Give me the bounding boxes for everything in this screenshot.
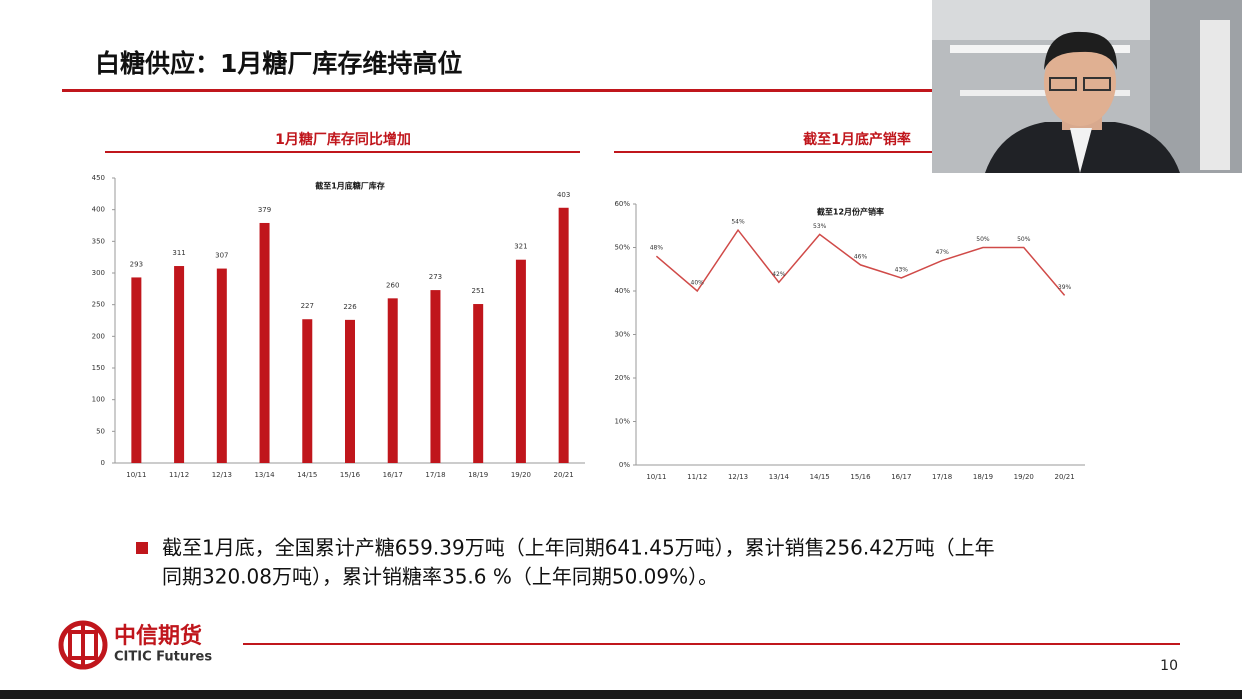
value-label: 293 [130,260,143,268]
bar [430,290,441,463]
x-tick-label: 12/13 [212,471,232,479]
x-tick-label: 10/11 [646,473,666,481]
screen-edge [0,690,1242,699]
line [655,228,1066,296]
value-label: 273 [429,273,442,281]
bar [216,268,227,463]
x-tick-label: 19/20 [511,471,531,479]
value-label: 251 [471,287,484,295]
bar [558,207,569,463]
bar [473,304,484,463]
value-label: 53% [813,223,827,230]
x-tick-label: 15/16 [850,473,871,481]
y-tick-label: 0 [101,459,105,467]
header-rule [105,151,580,153]
x-tick-label: 15/16 [340,471,361,479]
y-tick-label: 200 [92,332,105,340]
bar [259,222,270,463]
y-tick-label: 450 [92,174,105,182]
y-tick-label: 0% [619,461,630,469]
y-tick-label: 350 [92,237,105,245]
x-tick-label: 13/14 [769,473,790,481]
webcam-video [932,0,1242,173]
bar [174,266,185,463]
y-tick-label: 150 [92,364,105,372]
chart-header: 截至1月底产销率 [803,131,911,148]
chart-title: 截至12月份产销率 [817,207,884,217]
y-tick-label: 50 [96,427,105,435]
value-label: 260 [386,281,399,289]
bar [302,319,313,463]
value-label: 43% [895,266,909,273]
y-tick-label: 30% [614,331,630,339]
x-tick-label: 17/18 [425,471,445,479]
value-label: 40% [691,280,705,287]
value-label: 54% [731,219,745,226]
value-label: 42% [772,271,786,278]
x-tick-label: 16/17 [891,473,911,481]
x-tick-label: 19/20 [1014,473,1034,481]
value-label: 39% [1058,284,1072,291]
chart-title: 截至1月底糖厂库存 [315,181,385,191]
value-label: 403 [557,191,570,199]
x-tick-label: 14/15 [810,473,830,481]
y-tick-label: 60% [614,200,630,208]
value-label: 321 [514,243,527,251]
logo-subtext: CITIC Futures [114,650,212,665]
value-label: 227 [301,302,314,310]
bar [515,259,526,463]
y-tick-label: 100 [92,396,105,404]
x-tick-label: 18/19 [468,471,488,479]
value-label: 379 [258,206,271,214]
slide-title: 白糖供应：1月糖厂库存维持高位 [95,49,462,78]
bullet-marker [136,542,148,554]
y-tick-label: 40% [614,287,630,295]
value-label: 226 [343,303,357,311]
bar [387,298,398,463]
x-tick-label: 13/14 [254,471,275,479]
y-tick-label: 400 [92,206,105,214]
y-tick-label: 300 [92,269,105,277]
y-tick-label: 50% [614,244,630,252]
x-tick-label: 18/19 [973,473,993,481]
value-label: 47% [935,249,949,256]
bar [345,319,355,463]
value-label: 307 [215,252,228,260]
x-tick-label: 12/13 [728,473,748,481]
x-tick-label: 16/17 [383,471,403,479]
bullet-text: 截至1月底，全国累计产糖659.39万吨（上年同期641.45万吨），累计销售2… [162,536,995,560]
bullet-text: 同期320.08万吨），累计销糖率35.6 %（上年同期50.09%）。 [162,565,718,589]
x-tick-label: 20/21 [1054,473,1074,481]
value-label: 48% [650,245,664,252]
logo-text: 中信期货 [114,623,202,649]
title-rule [62,89,932,92]
x-tick-label: 11/12 [169,471,189,479]
footer-rule [243,643,1180,645]
value-label: 46% [854,253,868,260]
x-tick-label: 10/11 [126,471,146,479]
x-tick-label: 17/18 [932,473,952,481]
x-tick-label: 11/12 [687,473,707,481]
bar [131,277,142,463]
x-tick-label: 14/15 [297,471,317,479]
y-tick-label: 20% [614,374,630,382]
page-number: 10 [1160,658,1178,674]
y-tick-label: 250 [92,301,105,309]
x-tick-label: 20/21 [554,471,574,479]
value-label: 50% [976,236,990,243]
chart-header: 1月糖厂库存同比增加 [275,131,411,148]
value-label: 50% [1017,236,1031,243]
y-tick-label: 10% [614,418,630,426]
value-label: 311 [172,249,185,257]
logo [58,620,108,670]
header-rule [614,151,1100,153]
